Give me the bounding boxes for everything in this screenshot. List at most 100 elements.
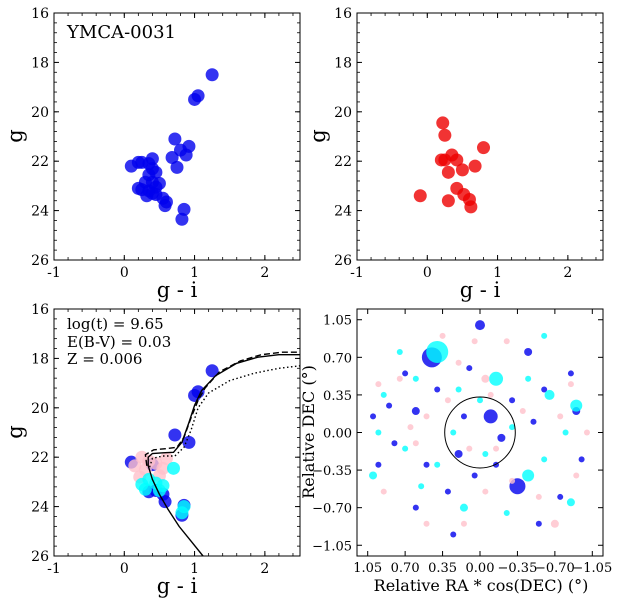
star-point [466,365,473,372]
star-point [375,461,382,468]
cluster-radius-circle [444,396,516,469]
x-tick-label: 0 [120,561,129,577]
star-point [493,445,500,452]
x-axis-label: Relative RA * cos(DEC) (°) [374,576,589,595]
star-point [519,408,526,415]
star-point [530,418,537,425]
star-point [396,348,403,355]
axis-ticks: 1.05 0.70 0.35 0.00 −0.35−0.70−1.051.050.700… [312,309,612,576]
star-point [423,520,430,527]
star-point [413,189,427,203]
star-point [165,150,179,164]
star-point [205,68,219,82]
age-annotation: log(t) = 9.65 [67,315,164,333]
star-point [524,347,533,356]
star-point [411,407,420,416]
axis-ticks: -1 0 1 2 16 18 20 22 24 26 [31,302,300,577]
cluster-name-label: YMCA-0031 [66,22,176,43]
star-point [541,386,548,393]
star-point [439,332,446,339]
star-point [460,520,467,527]
star-point [438,128,452,142]
x-tick-label: 0.00 [466,561,495,576]
x-tick-label: −1.05 [572,561,612,576]
y-tick-label: 16 [334,6,352,22]
panel-cmd-members: -1 0 1 2 16 18 20 22 24 26 YMCA-0031 g - i g [3,6,301,302]
star-point [380,391,387,398]
y-axis-label: g [306,129,330,142]
y-tick-label: 18 [31,351,49,367]
star-point [573,472,580,479]
star-point [205,364,219,378]
star-point [402,445,409,452]
star-point [567,381,574,388]
star-point [475,320,485,331]
x-tick-label: 1 [190,561,199,577]
star-point [412,375,419,382]
star-point [369,471,378,480]
star-point [375,381,382,388]
star-point [441,194,455,208]
star-point [170,160,184,174]
y-axis-label: g [3,425,27,438]
x-tick-label: 0.35 [428,561,457,576]
x-tick-label: 2 [563,265,572,281]
star-point [562,429,569,436]
star-point [541,456,548,463]
metallicity-annotation: Z = 0.006 [67,350,142,368]
x-tick-label: 1 [190,265,199,281]
y-axis-label: g [3,129,27,142]
y-tick-label: 0.70 [323,351,352,366]
y-tick-label: 0.00 [323,427,352,442]
star-point [557,413,564,420]
star-point [423,413,430,420]
x-tick-label: -1 [47,561,61,577]
x-tick-label: 0 [423,265,432,281]
star-point [570,399,583,412]
reddening-annotation: E(B-V) = 0.03 [67,333,171,351]
star-point [578,456,585,463]
x-axis-label: g - i [460,278,501,302]
star-point [138,482,152,496]
data-points [124,68,219,226]
star-point [149,165,163,179]
star-point [557,493,564,500]
isochrone-line [144,351,300,466]
y-tick-label: 20 [31,401,49,417]
y-tick-label: 16 [31,302,49,318]
y-tick-label: 24 [31,204,49,220]
plot-frame [53,308,301,557]
data-points [124,351,300,556]
star-point [487,391,494,398]
star-point [477,141,491,155]
star-point [131,181,145,195]
y-tick-label: 16 [31,6,49,22]
y-tick-label: 20 [31,105,49,121]
star-point [509,397,516,404]
star-point [391,440,398,447]
y-tick-label: 24 [31,500,49,516]
star-point [396,375,403,382]
plot-frame [356,12,604,261]
star-point [471,472,478,479]
star-point [460,413,467,420]
star-point [159,451,173,465]
x-axis-label: g - i [157,278,198,302]
star-point [522,469,535,482]
star-point [464,200,478,214]
x-tick-label: 0 [120,265,129,281]
y-tick-label: 20 [334,105,352,121]
data-points [369,320,590,538]
x-tick-label: −0.35 [498,561,538,576]
star-point [412,504,419,511]
star-point [444,488,451,495]
star-point [503,510,510,517]
axis-ticks: -1 0 1 2 16 18 20 22 24 26 [334,6,603,281]
star-point [124,159,138,173]
y-axis-label: Relative DEC (°) [299,365,318,499]
x-axis-label: g - i [157,574,198,598]
star-point [481,374,490,383]
y-tick-label: −0.70 [312,502,352,517]
y-tick-label: 18 [334,55,352,71]
star-point [370,413,377,420]
